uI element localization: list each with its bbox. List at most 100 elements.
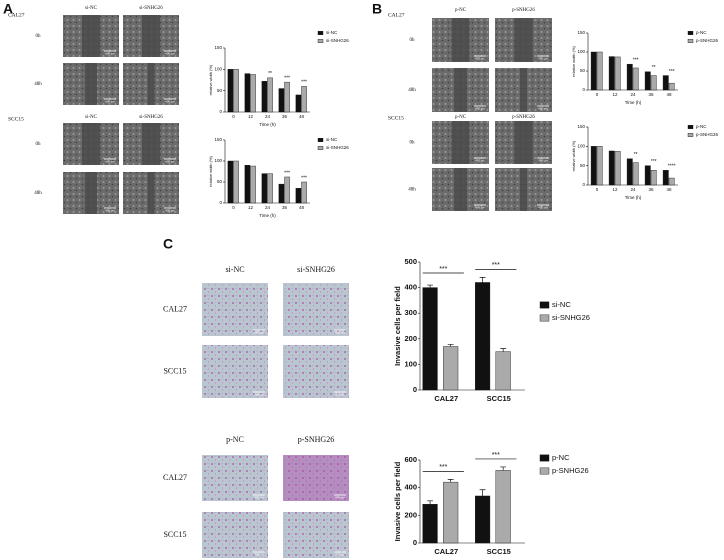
legend-swatch: [317, 39, 324, 43]
y-tick-label: 0: [219, 200, 222, 205]
bar: [614, 56, 621, 91]
scale-label: 400 μm: [165, 100, 175, 104]
group-name: SCC15: [8, 116, 24, 122]
significance: ***: [492, 262, 500, 269]
legend-swatch: [687, 125, 694, 129]
micrograph: [283, 345, 349, 398]
x-tick-label: SCC15: [487, 547, 511, 556]
bar: [443, 481, 459, 544]
row-label: 48h: [34, 191, 42, 196]
bar: [227, 160, 234, 204]
wound-gap: [454, 68, 467, 112]
scale-label: 400 μm: [335, 393, 345, 397]
row-label: 48h: [34, 82, 42, 87]
significance: **: [268, 71, 272, 77]
wound-gap: [454, 168, 467, 211]
y-tick-label: 200: [404, 510, 417, 519]
wound-gap: [82, 123, 100, 165]
bar: [632, 67, 639, 91]
x-tick-label: 36: [648, 187, 654, 192]
column-label: p-NC: [455, 8, 467, 13]
x-tick-label: 24: [265, 205, 271, 210]
row-label: 0h: [410, 141, 416, 146]
x-tick-label: 36: [282, 114, 288, 119]
legend-label: si-NC: [326, 30, 338, 35]
x-tick-label: 48: [666, 187, 672, 192]
y-axis-label: Invasive cells per field: [393, 286, 402, 366]
wound-gap: [82, 15, 100, 57]
bar: [284, 81, 290, 113]
panel-label: C: [163, 236, 173, 252]
y-tick-label: 50: [580, 163, 586, 168]
y-tick-label: 100: [404, 359, 417, 368]
bar: [233, 160, 239, 204]
wound-gap: [520, 168, 527, 211]
y-tick-label: 100: [577, 49, 585, 54]
y-tick-label: 150: [214, 45, 222, 50]
y-tick-label: 0: [582, 87, 585, 92]
scale-label: 400 μm: [165, 160, 175, 164]
x-tick-label: CAL27: [434, 394, 458, 403]
wound-gap: [520, 68, 527, 112]
x-tick-label: 36: [282, 205, 288, 210]
legend-label: p-SNHG26: [696, 132, 719, 137]
scale-label: 400 μm: [105, 52, 115, 56]
y-tick-label: 150: [577, 124, 585, 129]
legend-label: p-NC: [696, 30, 707, 35]
bar: [278, 183, 285, 204]
bar: [244, 73, 251, 113]
x-tick-label: 24: [630, 187, 636, 192]
legend-label: si-NC: [326, 137, 338, 142]
row-label: CAL27: [163, 473, 187, 482]
x-tick-label: 48: [299, 205, 305, 210]
micrograph: [202, 512, 268, 558]
column-label: p-SNHG26: [298, 435, 334, 444]
row-label: 0h: [410, 38, 416, 43]
bar: [301, 86, 307, 113]
micrograph: [283, 512, 349, 558]
legend-swatch: [687, 39, 694, 43]
significance: ***: [284, 75, 290, 81]
micrograph: [202, 283, 268, 336]
micrograph: [283, 283, 349, 336]
row-label: 48h: [408, 188, 416, 193]
x-axis-label: Time (h): [259, 213, 276, 218]
wound-gap: [147, 172, 155, 214]
scale-label: 400 μm: [538, 206, 548, 210]
micrograph: [202, 455, 268, 501]
legend-label: p-NC: [552, 453, 570, 462]
bar: [267, 173, 273, 204]
x-tick-label: 0: [596, 187, 599, 192]
bar: [233, 69, 239, 113]
legend-swatch: [539, 467, 550, 475]
legend-swatch: [317, 138, 324, 142]
bar: [626, 63, 633, 91]
significance: ***: [651, 159, 657, 165]
scale-label: 400 μm: [254, 331, 264, 335]
significance: ***: [439, 464, 447, 471]
y-tick-label: 50: [580, 68, 586, 73]
error-bar: [447, 344, 454, 347]
scale-label: 400 μm: [475, 159, 485, 163]
scale-label: 400 μm: [165, 209, 175, 213]
y-axis-label: relative width (%): [208, 156, 213, 187]
significance: **: [652, 65, 656, 71]
bar: [495, 470, 511, 544]
scale-label: 400 μm: [538, 159, 548, 163]
bar: [608, 150, 615, 186]
legend-label: si-SNHG26: [552, 313, 590, 322]
y-tick-label: 600: [404, 455, 417, 464]
significance: ***: [301, 175, 307, 181]
significance: ***: [301, 80, 307, 86]
dense-stain: [283, 455, 349, 501]
group-name: CAL27: [388, 12, 405, 18]
y-axis-label: Invasive cells per field: [393, 461, 402, 541]
bar: [244, 164, 251, 204]
x-axis-label: Time (h): [259, 122, 276, 127]
x-axis-label: Time (h): [625, 100, 642, 105]
legend-swatch: [317, 31, 324, 35]
bar: [267, 77, 273, 113]
error-bar: [479, 277, 486, 283]
x-tick-label: 0: [596, 92, 599, 97]
